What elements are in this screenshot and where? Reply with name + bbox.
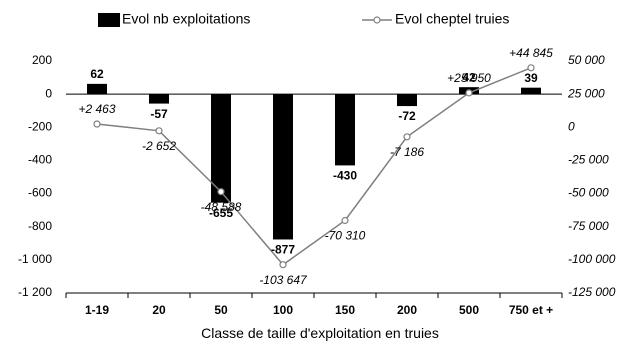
y-left-tick-label: 200 <box>32 53 52 67</box>
bar-value-label: 62 <box>90 67 104 81</box>
y-right-tick-label: -125 000 <box>568 285 616 299</box>
line-value-label: -70 310 <box>325 229 366 243</box>
y-right-tick-label: -75 000 <box>568 219 609 233</box>
y-right-tick-label: -25 000 <box>568 153 609 167</box>
line-value-label: -2 652 <box>142 139 176 153</box>
x-tick-label: 50 <box>214 303 228 317</box>
line-point <box>217 188 225 196</box>
line-point <box>155 127 163 135</box>
line-point <box>93 120 101 128</box>
line-value-label: +2 463 <box>78 102 115 116</box>
y-right-tick-label: 25 000 <box>567 86 605 100</box>
x-tick-label: 20 <box>152 303 166 317</box>
x-tick-label: 200 <box>397 303 417 317</box>
bar-value-label: -430 <box>333 169 357 183</box>
line-point <box>527 64 535 72</box>
line-value-label: -7 186 <box>390 145 424 159</box>
y-left-tick-label: 0 <box>45 86 52 100</box>
y-left-tick-label: -1 200 <box>18 285 52 299</box>
x-tick-label: 1-19 <box>85 303 109 317</box>
line-value-label: +25 950 <box>447 71 491 85</box>
legend-bar-label: Evol nb exploitations <box>122 11 250 27</box>
bar <box>87 83 107 95</box>
bar <box>397 94 417 107</box>
series-line <box>96 67 532 266</box>
bar <box>521 87 541 95</box>
line-value-label: -48 588 <box>201 200 242 214</box>
legend: Evol nb exploitations Evol cheptel truie… <box>98 11 509 27</box>
line-point <box>279 261 287 269</box>
y-right-tick-label: -100 000 <box>568 252 616 266</box>
line-value-label: +44 845 <box>509 46 553 60</box>
bar-value-label: -655 <box>209 206 233 220</box>
x-tick-label: 150 <box>335 303 355 317</box>
line-series <box>93 64 535 269</box>
legend-line-label: Evol cheptel truies <box>395 11 509 27</box>
data-labels: 62 -57 -655 -877 -430 -72 42 39 +2 463 -2 652 -48 … <box>78 46 553 287</box>
y-left-tick-label: -400 <box>28 153 52 167</box>
line-point <box>465 89 473 97</box>
y-left-tick-label: -200 <box>28 119 52 133</box>
bar <box>335 94 355 166</box>
y-right-tick-label: 0 <box>568 119 575 133</box>
y-left-tick-label: -800 <box>28 219 52 233</box>
y-left-tick-label: -1 000 <box>18 252 52 266</box>
bar-value-label: -877 <box>271 243 295 257</box>
x-tick-label: 500 <box>459 303 479 317</box>
y-right-tick-label: -50 000 <box>568 186 609 200</box>
bar-value-label: -72 <box>398 109 416 123</box>
line-point <box>403 133 411 141</box>
line-point <box>341 216 349 225</box>
bars <box>87 83 541 240</box>
bar <box>149 94 169 104</box>
x-tick-label: 100 <box>273 303 293 317</box>
bar-value-label: -57 <box>150 107 168 121</box>
legend-line-marker <box>373 16 381 24</box>
legend-bar-swatch <box>98 13 120 27</box>
x-tick-label: 750 et + <box>509 303 553 317</box>
y-left-tick-label: -600 <box>28 186 52 200</box>
bar-value-label: 39 <box>524 71 538 85</box>
y-right-tick-label: 50 000 <box>568 53 605 67</box>
line-value-label: -103 647 <box>259 273 308 287</box>
bar <box>211 94 231 203</box>
bar <box>273 94 293 240</box>
bar-value-label: 42 <box>462 70 476 84</box>
x-axis-title: Classe de taille d'exploitation en truie… <box>201 325 439 341</box>
